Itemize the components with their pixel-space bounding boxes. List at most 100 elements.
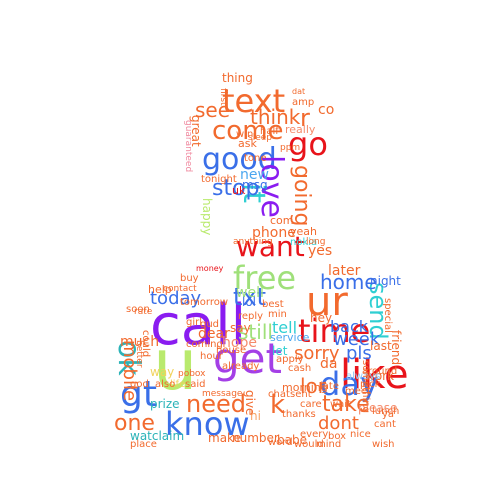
word-half: half xyxy=(260,126,279,137)
word-always: always xyxy=(346,371,381,382)
word-best: best xyxy=(262,299,284,310)
word-help: help xyxy=(148,283,172,296)
word-mind: mind xyxy=(316,439,342,450)
word-call: call xyxy=(150,293,247,358)
word-one: one xyxy=(114,411,155,436)
word-txt: txt xyxy=(233,283,267,311)
word-money: money xyxy=(196,264,224,273)
word-nokia: nokia xyxy=(290,237,318,248)
word-god: god xyxy=(130,379,149,390)
word-rate: rate xyxy=(134,307,153,317)
word-see: see xyxy=(195,98,231,122)
word-come: come xyxy=(212,116,284,146)
word-uk: uk xyxy=(232,184,246,197)
word-said: said xyxy=(185,379,206,390)
word-house: house xyxy=(216,345,247,356)
word-something: something xyxy=(360,360,371,413)
word-sleep: sleep xyxy=(248,133,272,143)
word-need: need xyxy=(186,390,246,418)
word-please: please xyxy=(358,401,398,415)
word-good: good xyxy=(202,142,277,177)
word-babe: babe xyxy=(277,433,307,447)
word-today: today xyxy=(150,288,202,309)
word-already: already xyxy=(222,361,260,372)
word-wish: wish xyxy=(372,439,395,450)
word-happy: happy xyxy=(200,198,214,236)
word-com: com xyxy=(270,214,294,227)
word-take: take xyxy=(322,392,370,417)
word-great: great xyxy=(189,115,203,147)
word-tonight: tonight xyxy=(201,174,237,185)
word-dear: dear xyxy=(198,326,230,342)
word-min: min xyxy=(268,309,287,320)
word-better: better xyxy=(134,340,144,368)
word-really: really xyxy=(285,123,316,136)
word-mobile: mobile xyxy=(119,340,140,402)
word-ya: ya xyxy=(382,409,395,420)
word-later: later xyxy=(328,263,361,279)
word-stop: stop xyxy=(212,176,260,201)
word-text: text xyxy=(222,82,286,120)
word-thanks: thanks xyxy=(282,409,316,420)
word-number: number xyxy=(232,431,279,445)
word-night: night xyxy=(370,274,401,288)
word-tone: tone xyxy=(244,153,267,164)
word-free: free xyxy=(233,259,297,297)
word-yeah: yeah xyxy=(290,225,317,238)
word-late: late xyxy=(320,381,339,392)
word-get: get xyxy=(213,334,282,383)
word-around: around xyxy=(362,366,398,377)
word-co: co xyxy=(318,102,335,118)
word-wait: wait xyxy=(330,399,352,410)
word-go: go xyxy=(288,125,328,163)
word-word: word xyxy=(268,437,293,448)
word-hi: hi xyxy=(250,409,261,423)
word-like: like xyxy=(340,352,409,398)
word-msg: msg xyxy=(242,178,268,192)
word-it: it xyxy=(236,183,271,204)
word-first: first xyxy=(218,88,228,106)
word-think: think xyxy=(250,105,301,129)
word-win: win xyxy=(236,129,254,140)
word-time: time xyxy=(298,312,371,350)
word-long: long xyxy=(306,237,326,247)
word-soon: soon xyxy=(126,304,150,315)
word-ur: ur xyxy=(306,279,348,325)
word-apply: apply xyxy=(276,354,304,365)
word-guaranteed: guaranteed xyxy=(183,120,193,173)
word-give: give xyxy=(243,390,257,416)
word-nice: nice xyxy=(350,429,371,440)
word-sorry: sorry xyxy=(294,343,340,364)
word-r: r xyxy=(300,104,310,132)
word-know: know xyxy=(165,405,250,443)
word-pick: pick xyxy=(360,379,381,390)
word-pobox: pobox xyxy=(178,369,206,379)
word-could: could xyxy=(140,330,151,358)
word-place: place xyxy=(130,439,157,450)
word-way: way xyxy=(150,365,175,379)
word-lunch: lunch xyxy=(372,406,400,417)
word-yes: yes xyxy=(308,243,333,259)
word-service: service xyxy=(270,331,310,344)
word-would: would xyxy=(294,439,324,450)
word-going: going xyxy=(289,165,314,227)
word-pls: pls xyxy=(346,343,372,364)
word-last: last xyxy=(370,339,392,353)
word-sent: sent xyxy=(290,389,312,400)
word-lor: lor xyxy=(300,374,327,398)
word-box: box xyxy=(328,431,347,442)
word-cant: cant xyxy=(374,419,396,430)
word-make: make xyxy=(208,431,241,445)
word-day: day xyxy=(320,365,379,403)
word-want: want xyxy=(236,230,305,263)
word-girl: girl xyxy=(186,317,203,328)
word-say: say xyxy=(230,321,251,335)
word-amp: amp xyxy=(292,97,315,108)
word-cash: cash xyxy=(288,363,312,374)
word-special: special xyxy=(382,298,393,333)
word-send: send xyxy=(364,282,392,340)
word-ok: ok xyxy=(111,340,146,376)
word-care: care xyxy=(300,399,322,410)
word-coming: coming xyxy=(186,339,223,350)
word-u: u xyxy=(153,324,198,406)
